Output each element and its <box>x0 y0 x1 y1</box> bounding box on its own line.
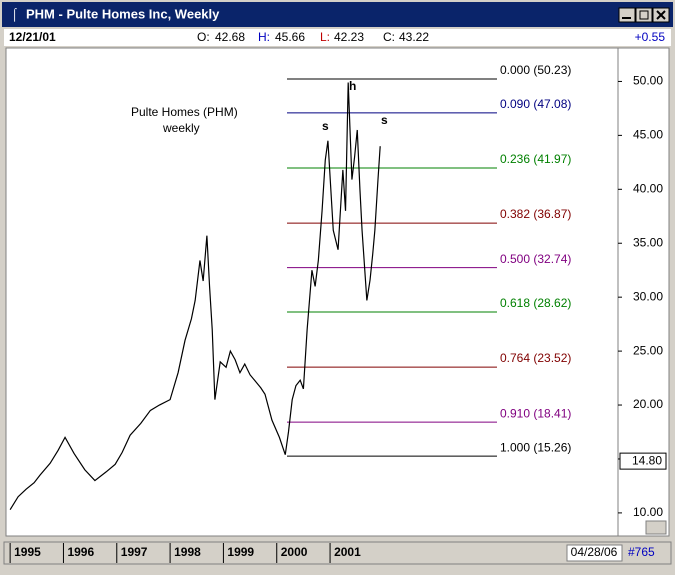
minimize-button[interactable] <box>618 7 636 23</box>
chart-area <box>5 47 670 537</box>
annotation: weekly <box>162 121 200 135</box>
footer-date-box <box>566 544 623 562</box>
scale-button[interactable] <box>645 520 667 535</box>
title-bar <box>2 2 673 27</box>
fib-label: 0.236 (41.97) <box>500 152 571 166</box>
annotation: Pulte Homes (PHM) <box>131 105 238 119</box>
last-price-box <box>619 452 667 470</box>
fib-label: 0.764 (23.52) <box>500 351 571 365</box>
info-bar <box>4 29 671 46</box>
y-tick-label: 20.00 <box>633 397 663 411</box>
annotation: s <box>381 113 388 127</box>
open-value: 42.68 <box>215 30 245 44</box>
annotation: h <box>349 79 356 93</box>
high-label: H: <box>258 30 270 44</box>
fib-label: 0.500 (32.74) <box>500 252 571 266</box>
bar-date: 12/21/01 <box>9 30 56 44</box>
high-value: 45.66 <box>275 30 305 44</box>
fib-label: 0.382 (36.87) <box>500 207 571 221</box>
footer-date: 04/28/06 <box>571 545 618 559</box>
app-icon: ⌠ <box>11 7 18 22</box>
change-value: +0.55 <box>635 30 666 44</box>
footer-count: #765 <box>628 545 655 559</box>
close-value: 43.22 <box>399 30 429 44</box>
close-icon <box>656 10 666 20</box>
x-tick-label: 1995 <box>14 545 41 559</box>
fib-label: 0.090 (47.08) <box>500 97 571 111</box>
y-tick-label: 30.00 <box>633 289 663 303</box>
x-tick-label: 1998 <box>174 545 201 559</box>
open-label: O: <box>197 30 210 44</box>
last-price-label: 14.80 <box>632 453 662 467</box>
maximize-icon <box>639 10 649 20</box>
y-tick-label: 50.00 <box>633 74 663 88</box>
x-tick-label: 2000 <box>281 545 308 559</box>
fib-label: 0.618 (28.62) <box>500 296 571 310</box>
low-label: L: <box>320 30 330 44</box>
y-tick-label: 45.00 <box>633 128 663 142</box>
y-tick-label: 40.00 <box>633 181 663 195</box>
x-tick-label: 1996 <box>67 545 94 559</box>
y-tick-label: 35.00 <box>633 235 663 249</box>
annotation: s <box>322 119 329 133</box>
x-tick-label: 1999 <box>227 545 254 559</box>
x-tick-label: 1997 <box>121 545 148 559</box>
year-bar <box>3 541 672 565</box>
y-tick-label: 10.00 <box>633 505 663 519</box>
window-title: PHM - Pulte Homes Inc, Weekly <box>26 6 220 21</box>
x-tick-label: 2001 <box>334 545 361 559</box>
price-line <box>9 82 381 510</box>
maximize-button[interactable] <box>635 7 653 23</box>
fib-label: 1.000 (15.26) <box>500 440 571 454</box>
y-tick-label: 25.00 <box>633 343 663 357</box>
low-value: 42.23 <box>334 30 364 44</box>
close-label: C: <box>383 30 395 44</box>
fib-label: 0.000 (50.23) <box>500 63 571 77</box>
fib-label: 0.910 (18.41) <box>500 406 571 420</box>
